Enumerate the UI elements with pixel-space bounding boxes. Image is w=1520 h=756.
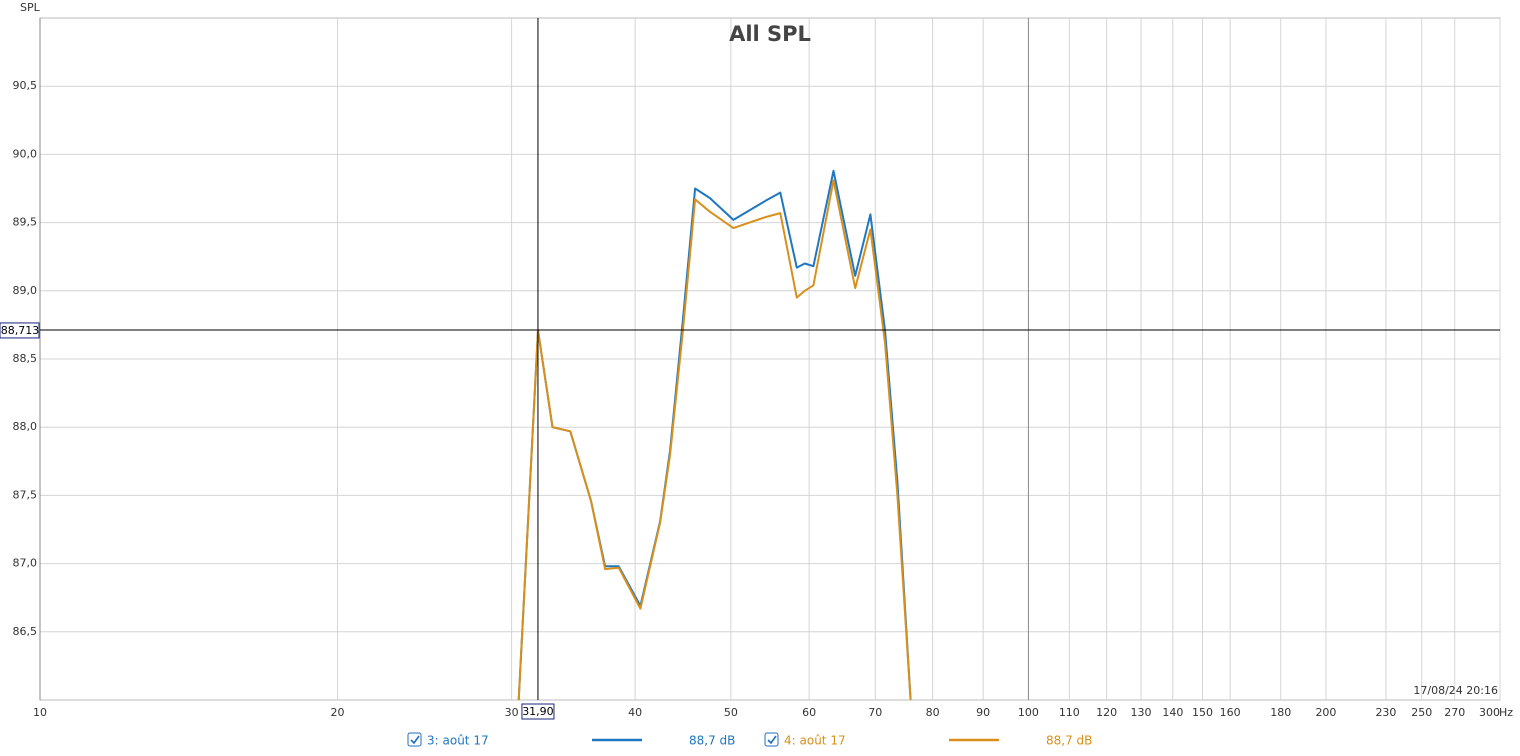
x-tick-label: 200 <box>1315 706 1336 719</box>
y-tick-label: 87,5 <box>13 488 38 501</box>
cursor-y-label: 88,713 <box>1 324 40 337</box>
x-tick-label: 120 <box>1096 706 1117 719</box>
x-tick-label: 80 <box>926 706 940 719</box>
y-tick-label: 88,0 <box>13 420 38 433</box>
legend-entry: 3: août 17 88,7 dB <box>407 732 735 748</box>
y-tick-label: 88,5 <box>13 352 38 365</box>
x-tick-label: 130 <box>1131 706 1152 719</box>
x-tick-label: 300 <box>1479 706 1500 719</box>
legend-label: 3: août 17 <box>427 734 489 748</box>
x-tick-label: 30 <box>505 706 519 719</box>
legend-checkbox[interactable] <box>407 732 422 747</box>
y-tick-label: 90,5 <box>13 79 38 92</box>
x-tick-label: 40 <box>628 706 642 719</box>
cursor-x-label: 31,90 <box>522 705 554 718</box>
legend-check[interactable] <box>767 735 777 745</box>
legend-checkbox[interactable] <box>764 732 779 747</box>
x-tick-label: 60 <box>802 706 816 719</box>
x-tick-label: 230 <box>1375 706 1396 719</box>
legend-value: 88,7 dB <box>689 734 735 748</box>
x-unit: Hz <box>1499 706 1513 719</box>
x-tick-label: 50 <box>724 706 738 719</box>
x-tick-label: 100 <box>1018 706 1039 719</box>
legend-value: 88,7 dB <box>1046 734 1092 748</box>
legend-entry: 4: août 17 88,7 dB <box>764 732 1092 748</box>
y-tick-label: 89,5 <box>13 216 38 229</box>
cursor-y-box <box>0 322 40 339</box>
y-tick-label: 90,0 <box>13 147 38 160</box>
x-tick-label: 140 <box>1162 706 1183 719</box>
x-tick-label: 90 <box>976 706 990 719</box>
x-tick-label: 110 <box>1059 706 1080 719</box>
legend-check[interactable] <box>410 735 420 745</box>
x-tick-label: 20 <box>331 706 345 719</box>
legend-label: 4: août 17 <box>784 734 846 748</box>
x-tick-label: 150 <box>1192 706 1213 719</box>
x-tick-label: 10 <box>33 706 47 719</box>
y-tick-label: 86,5 <box>13 625 38 638</box>
chart-title: All SPL <box>729 22 811 46</box>
cursor-x-box <box>521 703 555 720</box>
overlay: 31,90 88,713 <box>0 18 1500 720</box>
grid <box>39 18 1501 700</box>
x-tick-label: 250 <box>1411 706 1432 719</box>
x-tick-label: 70 <box>868 706 882 719</box>
x-tick-label: 180 <box>1270 706 1291 719</box>
timestamp: 17/08/24 20:16 <box>1413 684 1498 697</box>
x-tick-label: 160 <box>1220 706 1241 719</box>
y-tick-label: 87,0 <box>13 557 38 570</box>
x-tick-label: 270 <box>1444 706 1465 719</box>
series-line <box>517 179 912 700</box>
y-axis-label: SPL <box>20 1 41 14</box>
y-tick-label: 89,0 <box>13 284 38 297</box>
lines <box>517 169 912 700</box>
